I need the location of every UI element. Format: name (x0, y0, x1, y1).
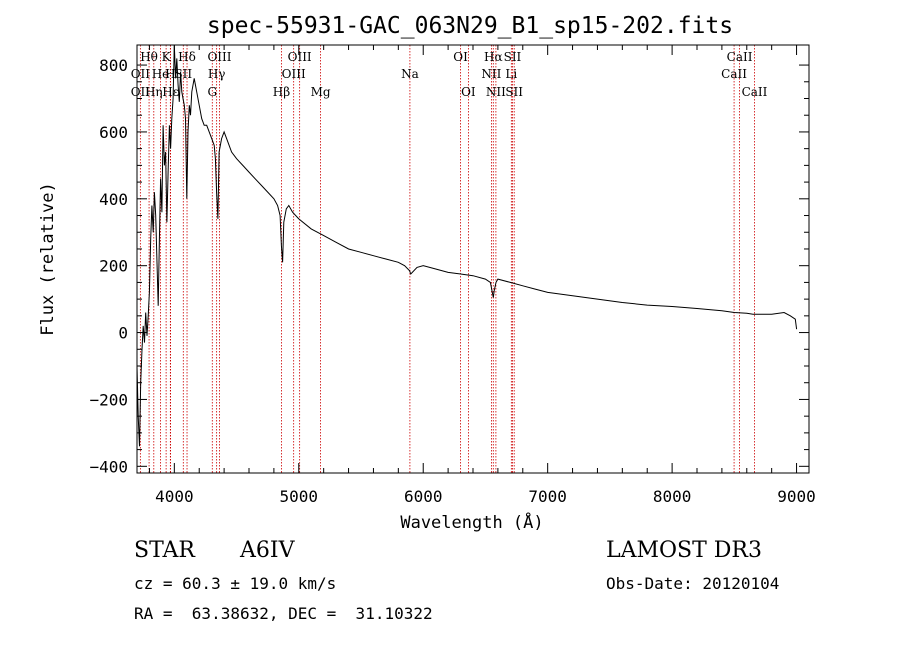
survey-name: LAMOST DR3 (606, 538, 762, 563)
line-marker-label: K (162, 50, 172, 64)
line-marker-label: OIII (207, 50, 231, 64)
line-marker-label: Hε (162, 85, 179, 99)
line-marker-label: SII (174, 67, 192, 81)
x-tick-label: 9000 (777, 487, 816, 506)
line-marker-label: Hδ (178, 50, 196, 64)
x-tick-label: 6000 (404, 487, 443, 506)
x-axis-label: Wavelength (Å) (400, 511, 543, 533)
object-type: STAR (134, 538, 195, 563)
line-marker-label: Hη (145, 85, 163, 99)
line-marker-label: OIII (288, 50, 312, 64)
line-marker-label: CaII (727, 50, 753, 64)
spectral-class: A6IV (240, 538, 295, 563)
y-tick-label: 0 (118, 324, 128, 343)
line-marker-label: H (165, 67, 175, 81)
x-tick-label: 5000 (280, 487, 319, 506)
line-marker-label: OII (131, 85, 151, 99)
plot-frame (136, 44, 810, 474)
line-marker-label: Hθ (140, 50, 158, 64)
line-marker-label: OII (131, 67, 151, 81)
chart-title: spec-55931-GAC_063N29_B1_sp15-202.fits (207, 13, 733, 39)
line-marker-label: NII (481, 67, 501, 81)
y-tick-label: 400 (99, 190, 128, 209)
y-tick-label: 800 (99, 56, 128, 75)
redshift-text: cz = 60.3 ± 19.0 km/s (134, 574, 337, 593)
y-axis-label: Flux (relative) (38, 182, 58, 336)
line-marker-label: NII (486, 85, 506, 99)
line-marker-label: Hβ (273, 85, 290, 99)
line-marker-label: Li (505, 67, 517, 81)
x-axis-ticks: 4000 5000 6000 7000 8000 9000 (148, 45, 816, 506)
y-tick-label: 200 (99, 257, 128, 276)
line-markers (139, 45, 755, 473)
y-axis-ticks: −400 −200 0 200 400 600 800 (89, 56, 809, 476)
line-marker-label: OI (453, 50, 468, 64)
line-marker-label: CaII (721, 67, 747, 81)
line-marker-label: CaII (742, 85, 768, 99)
x-tick-label: 8000 (653, 487, 692, 506)
x-tick-label: 4000 (155, 487, 194, 506)
y-tick-label: −200 (89, 390, 128, 409)
line-marker-label: Hγ (208, 67, 226, 81)
line-marker-label: SII (505, 85, 523, 99)
line-marker-label: G (207, 85, 217, 99)
obs-date: Obs-Date: 20120104 (606, 574, 780, 593)
y-tick-label: 600 (99, 123, 128, 142)
line-marker-label: OI (461, 85, 476, 99)
line-marker-label: Hα (484, 50, 503, 64)
line-marker-label: Mg (311, 85, 331, 99)
line-marker-label: OIII (282, 67, 306, 81)
line-marker-label: Na (401, 67, 419, 81)
line-marker-label: SII (504, 50, 522, 64)
x-tick-label: 7000 (528, 487, 567, 506)
line-marker-label: He (152, 67, 170, 81)
y-tick-label: −400 (89, 457, 128, 476)
coordinates: RA = 63.38632, DEC = 31.10322 (134, 604, 433, 623)
flux-series-line (136, 44, 798, 447)
